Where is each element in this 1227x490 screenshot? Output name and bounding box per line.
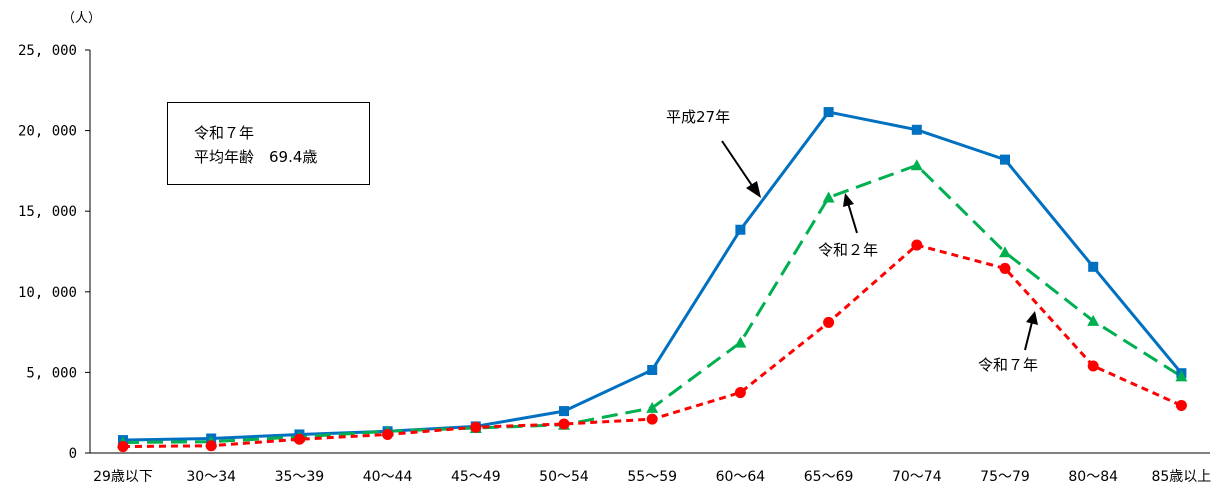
average-age-year: 令和７年 [194, 124, 255, 142]
x-tick-label: 40～44 [363, 469, 413, 485]
triangle-marker [1175, 370, 1188, 382]
triangle-marker [646, 401, 659, 413]
series-label-heisei27: 平成27年 [666, 108, 761, 198]
y-tick-label: 10, 000 [18, 285, 77, 301]
triangle-marker [822, 191, 835, 203]
square-marker [647, 364, 658, 375]
square-marker [735, 224, 746, 235]
series-markers [117, 107, 1188, 453]
square-marker [559, 406, 569, 417]
y-tick-label: 20, 000 [18, 124, 77, 140]
average-age-box: 令和７年 平均年齢 69.4歳 [167, 102, 370, 185]
x-tick-label: 50～54 [539, 469, 589, 485]
circle-marker [646, 413, 658, 425]
series-label-reiwa7: 令和７年 [978, 311, 1038, 374]
triangle-marker [910, 159, 923, 171]
series-label-text: 令和７年 [978, 356, 1038, 374]
callout-arrow-line [721, 140, 756, 191]
square-marker [1088, 261, 1099, 272]
x-tick-label: 65～69 [804, 469, 854, 485]
series-label-reiwa2: 令和２年 [818, 193, 878, 259]
circle-marker [293, 433, 305, 445]
triangle-marker [1087, 314, 1100, 326]
circle-marker [205, 440, 217, 452]
x-tick-label: 45～49 [451, 469, 501, 485]
circle-marker [117, 441, 129, 453]
series-line-1 [122, 163, 1183, 445]
square-marker [1000, 154, 1010, 165]
x-tick-label: 60～64 [716, 469, 766, 485]
series-label-text: 平成27年 [666, 108, 730, 126]
y-axis: 0 5, 000 10, 000 15, 000 20, 000 25, 000 [18, 43, 91, 462]
callout-arrow-line [1024, 321, 1033, 351]
circle-marker [999, 262, 1011, 274]
series-label-text: 令和２年 [818, 241, 878, 259]
callout-arrow-line [847, 202, 858, 234]
square-marker [823, 107, 834, 118]
y-tick-label: 25, 000 [18, 43, 77, 59]
x-tick-label: 29歳以下 [93, 469, 153, 485]
triangle-marker [999, 246, 1011, 258]
circle-marker [1175, 399, 1187, 411]
arrow-head-icon [843, 193, 854, 207]
x-tick-label: 70～74 [892, 469, 942, 485]
circle-marker [823, 316, 835, 328]
average-age-value: 平均年齢 69.4歳 [194, 148, 318, 166]
x-tick-label: 30～34 [186, 469, 236, 485]
y-tick-label: 0 [69, 446, 77, 462]
square-marker [911, 124, 922, 135]
circle-marker [382, 428, 394, 440]
triangle-marker [734, 336, 747, 348]
arrow-head-icon [1026, 311, 1038, 325]
x-axis: 29歳以下 30～34 35～39 40～44 45～49 50～54 55～59 60～64… [90, 452, 1211, 485]
circle-marker [558, 418, 570, 430]
circle-marker [470, 421, 482, 433]
circle-marker [734, 387, 746, 399]
x-tick-label: 80～84 [1068, 469, 1118, 485]
y-tick-label: 15, 000 [18, 204, 77, 220]
circle-marker [1087, 360, 1099, 372]
circle-marker [911, 239, 923, 251]
x-tick-label: 35～39 [275, 469, 325, 485]
arrow-head-icon [746, 181, 761, 198]
y-tick-label: 5, 000 [26, 365, 77, 381]
x-tick-label: 75～79 [980, 469, 1030, 485]
x-tick-label: 55～59 [627, 469, 677, 485]
x-tick-label: 85歳以上 [1151, 469, 1211, 485]
y-axis-unit: （人） [62, 11, 101, 26]
